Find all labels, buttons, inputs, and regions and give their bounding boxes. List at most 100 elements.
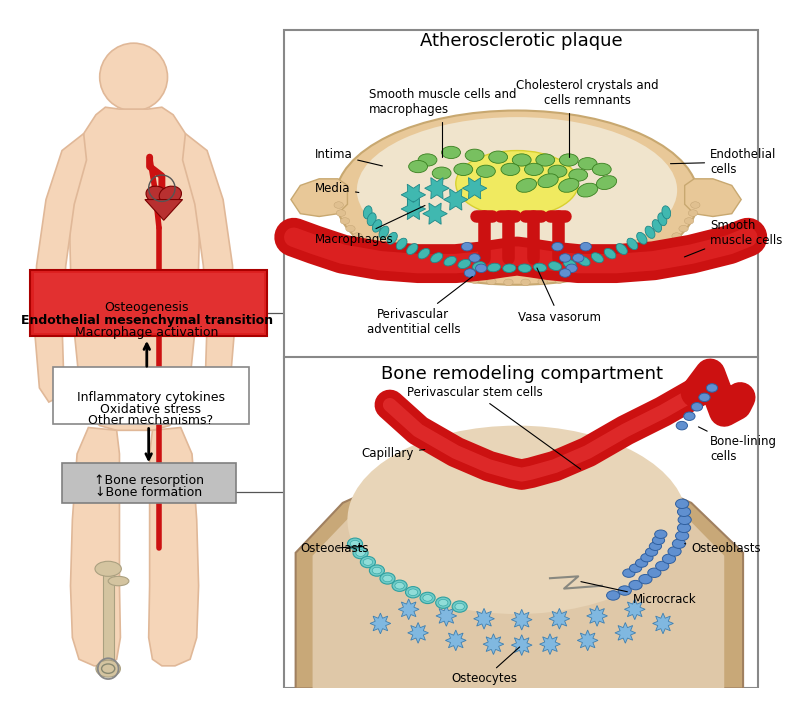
Ellipse shape [616, 244, 627, 255]
Ellipse shape [108, 576, 129, 586]
Ellipse shape [353, 547, 368, 559]
Ellipse shape [672, 539, 686, 549]
FancyBboxPatch shape [34, 273, 263, 333]
Text: Macrophage activation: Macrophage activation [75, 326, 218, 339]
Ellipse shape [552, 242, 563, 251]
Polygon shape [624, 599, 645, 620]
Ellipse shape [486, 278, 496, 285]
Ellipse shape [520, 279, 530, 286]
Ellipse shape [677, 523, 691, 532]
Polygon shape [685, 179, 741, 216]
Ellipse shape [367, 213, 377, 225]
Ellipse shape [503, 264, 516, 272]
Ellipse shape [679, 225, 688, 232]
Text: Endothelial mesenchymal transition: Endothelial mesenchymal transition [21, 313, 273, 327]
Ellipse shape [549, 262, 562, 271]
Ellipse shape [676, 421, 687, 430]
Ellipse shape [658, 213, 667, 225]
Ellipse shape [420, 592, 435, 603]
Text: Inflammatory cytokines: Inflammatory cytokines [77, 391, 225, 404]
Ellipse shape [454, 163, 473, 176]
Polygon shape [70, 107, 199, 430]
Ellipse shape [683, 412, 695, 420]
Polygon shape [70, 428, 120, 666]
Polygon shape [296, 465, 743, 688]
Ellipse shape [406, 586, 421, 598]
Ellipse shape [504, 279, 513, 286]
Ellipse shape [146, 186, 168, 203]
Polygon shape [399, 599, 419, 620]
Ellipse shape [347, 538, 362, 549]
Ellipse shape [653, 247, 663, 253]
Ellipse shape [554, 277, 564, 284]
Ellipse shape [418, 248, 430, 259]
Ellipse shape [407, 244, 418, 255]
Text: Oxidative stress: Oxidative stress [100, 403, 201, 416]
Ellipse shape [635, 559, 648, 567]
Ellipse shape [558, 179, 579, 192]
Ellipse shape [363, 206, 372, 219]
Ellipse shape [340, 218, 350, 224]
Polygon shape [511, 635, 532, 656]
Circle shape [100, 43, 168, 111]
Ellipse shape [604, 248, 616, 259]
Text: Osteoblasts: Osteoblasts [685, 542, 761, 554]
Ellipse shape [559, 269, 570, 277]
Ellipse shape [538, 278, 547, 285]
Polygon shape [483, 634, 504, 654]
Ellipse shape [373, 220, 382, 232]
FancyBboxPatch shape [30, 270, 267, 336]
Text: Cholesterol crystals and
cells remnants: Cholesterol crystals and cells remnants [517, 79, 659, 157]
Bar [103, 571, 114, 666]
Ellipse shape [607, 591, 620, 600]
Ellipse shape [653, 220, 661, 232]
Ellipse shape [524, 163, 543, 176]
Ellipse shape [577, 257, 590, 266]
Ellipse shape [641, 554, 653, 562]
Ellipse shape [538, 174, 558, 188]
Text: Macrophages: Macrophages [315, 206, 425, 245]
Ellipse shape [664, 240, 673, 247]
Ellipse shape [630, 258, 639, 265]
Text: Bone-lining
cells: Bone-lining cells [698, 427, 777, 463]
Ellipse shape [639, 574, 652, 584]
Ellipse shape [677, 507, 691, 516]
Ellipse shape [464, 269, 475, 277]
Polygon shape [291, 179, 347, 216]
Ellipse shape [382, 252, 392, 259]
Ellipse shape [592, 252, 604, 263]
Ellipse shape [548, 165, 567, 177]
Ellipse shape [569, 169, 588, 182]
Ellipse shape [672, 233, 681, 240]
Text: Smooth
muscle cells: Smooth muscle cells [684, 218, 782, 257]
Ellipse shape [655, 530, 667, 538]
Ellipse shape [517, 179, 536, 192]
Text: Osteocytes: Osteocytes [451, 647, 520, 686]
Ellipse shape [629, 581, 642, 590]
Ellipse shape [456, 150, 578, 216]
Text: Other mechanisms?: Other mechanisms? [88, 415, 213, 428]
Ellipse shape [668, 547, 681, 556]
Ellipse shape [438, 599, 448, 606]
Ellipse shape [458, 259, 471, 269]
Ellipse shape [602, 268, 611, 274]
Ellipse shape [396, 238, 407, 250]
Ellipse shape [95, 562, 121, 576]
Text: Vasa vasorum: Vasa vasorum [518, 268, 601, 324]
Ellipse shape [395, 258, 404, 265]
Ellipse shape [676, 531, 689, 540]
Ellipse shape [444, 257, 456, 266]
Ellipse shape [630, 564, 642, 572]
Ellipse shape [642, 252, 652, 259]
Ellipse shape [627, 238, 638, 250]
Polygon shape [145, 199, 183, 220]
Polygon shape [425, 178, 449, 199]
Polygon shape [183, 133, 234, 402]
Ellipse shape [489, 151, 508, 163]
Ellipse shape [596, 176, 617, 189]
Ellipse shape [501, 163, 520, 176]
Polygon shape [401, 199, 426, 220]
Ellipse shape [409, 160, 427, 173]
Ellipse shape [469, 254, 480, 262]
Ellipse shape [645, 548, 657, 557]
